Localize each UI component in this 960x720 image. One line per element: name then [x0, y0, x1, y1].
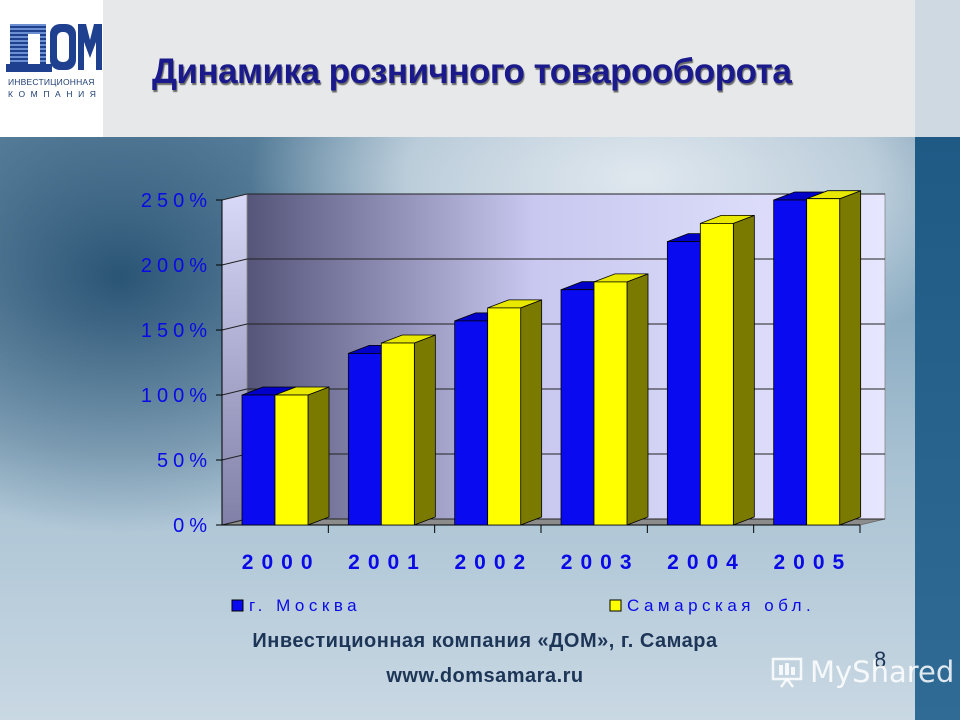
- footer-company: Инвестиционная компания «ДОМ», г. Самара: [252, 630, 718, 652]
- y-tick-label: 0%: [173, 515, 212, 537]
- bar-side: [732, 214, 755, 526]
- logo-text-line1: ИНВЕСТИЦИОННАЯ: [8, 77, 95, 87]
- y-tick-label: 200%: [141, 255, 212, 277]
- y-tick-label: 100%: [141, 385, 212, 407]
- bar-side: [839, 190, 862, 526]
- bar-front: [454, 320, 489, 526]
- legend-label: г. Москва: [249, 596, 361, 615]
- page-number: 8: [874, 647, 887, 672]
- right-decor-band: [915, 0, 960, 720]
- bar: [806, 190, 862, 526]
- x-tick-label: 2001: [348, 551, 427, 574]
- x-tick-label: 2000: [242, 551, 321, 574]
- bar: [274, 386, 330, 526]
- x-tick-label: 2004: [667, 551, 746, 574]
- bar: [380, 334, 436, 526]
- bar-front: [806, 198, 841, 526]
- gridline-side: [221, 323, 248, 331]
- bar-front: [274, 394, 309, 526]
- watermark: MyShared: [770, 655, 954, 689]
- y-tick-label: 50%: [157, 450, 212, 472]
- bar-front: [487, 307, 522, 526]
- gridline-side: [221, 388, 248, 396]
- logo-text-line2: КОМПАНИЯ: [8, 89, 102, 99]
- company-logo: [6, 14, 102, 98]
- bar-front: [241, 394, 276, 526]
- legend-swatch: [609, 599, 622, 612]
- y-tick-label: 250%: [141, 190, 212, 212]
- header-band: [0, 0, 915, 137]
- bar-front: [593, 281, 628, 526]
- bar-front: [699, 222, 734, 526]
- bar: [487, 299, 543, 526]
- bar-side: [307, 386, 330, 526]
- y-tick-label: 150%: [141, 320, 212, 342]
- bar: [593, 273, 649, 526]
- bar-side: [626, 273, 649, 526]
- gridline-side: [221, 193, 248, 201]
- legend-swatch: [231, 599, 244, 612]
- x-tick-label: 2002: [454, 551, 533, 574]
- bar-front: [773, 199, 808, 526]
- bar-side: [413, 334, 436, 526]
- bar-front: [666, 241, 701, 526]
- bar-front: [380, 342, 415, 526]
- logo-mark-icon: [6, 24, 102, 72]
- x-tick-label: 2005: [773, 551, 852, 574]
- slide-title: Динамика розничного товарооборота: [152, 52, 792, 91]
- presentation-icon: [771, 657, 803, 688]
- legend-label: Самарская обл.: [627, 596, 815, 615]
- watermark-text: MyShared: [810, 655, 955, 689]
- x-tick-label: 2003: [561, 551, 640, 574]
- footer-url: www.domsamara.ru: [386, 665, 584, 687]
- bar-front: [560, 289, 595, 526]
- bar: [699, 214, 755, 526]
- gridline-side: [221, 258, 248, 266]
- bar-front: [347, 352, 382, 526]
- bar-side: [520, 299, 543, 526]
